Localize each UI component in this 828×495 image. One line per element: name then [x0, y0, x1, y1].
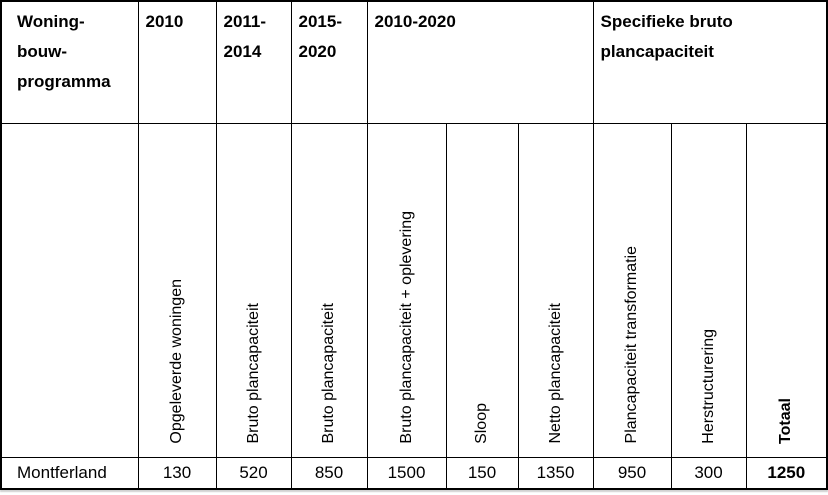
column-header-label: Opgeleverde woningen [168, 278, 185, 444]
value-sloop: 150 [445, 456, 519, 490]
column-header-bruto-plancapaciteit-2015-2020: Bruto plancapaciteit [290, 122, 368, 458]
value-bruto-plancapaciteit-oplevering: 1500 [366, 456, 447, 490]
value-netto-plancapaciteit: 1350 [517, 456, 594, 490]
value-opgeleverde-woningen: 130 [137, 456, 217, 490]
column-header-row: Opgeleverde woningen Bruto plancapacitei… [0, 122, 828, 458]
column-header-label: Totaal [777, 397, 795, 444]
table-title: Woning- bouw- programma [0, 0, 139, 124]
empty-corner-cell [0, 122, 139, 458]
value-plancapaciteit-transformatie: 950 [592, 456, 672, 490]
column-header-label: Netto plancapaciteit [546, 302, 564, 444]
column-header-label: Plancapaciteit transformatie [623, 246, 641, 444]
column-header-label: Bruto plancapaciteit [320, 302, 337, 444]
value-bruto-plancapaciteit-2015-2020: 850 [290, 456, 368, 490]
value-totaal: 1250 [745, 456, 828, 490]
value-herstructurering: 300 [670, 456, 747, 490]
column-header-sloop: Sloop [445, 122, 519, 458]
column-header-label: Herstructurering [699, 328, 717, 444]
period-header-2015-2020: 2015- 2020 [290, 0, 368, 124]
column-header-plancapaciteit-transformatie: Plancapaciteit transformatie [592, 122, 672, 458]
period-header-2010-2020: 2010-2020 [366, 0, 594, 124]
column-header-label: Bruto plancapaciteit + oplevering [397, 210, 415, 444]
period-header-row: Woning- bouw- programma 2010 2011- 2014 … [0, 0, 828, 124]
period-header-2011-2014: 2011- 2014 [215, 0, 292, 124]
column-header-label: Bruto plancapaciteit [244, 302, 262, 444]
column-header-herstructurering: Herstructurering [670, 122, 747, 458]
column-header-bruto-plancapaciteit-2011-2014: Bruto plancapaciteit [215, 122, 292, 458]
period-header-2010: 2010 [137, 0, 217, 124]
column-header-netto-plancapaciteit: Netto plancapaciteit [517, 122, 594, 458]
row-label-montferland: Montferland [0, 456, 139, 490]
column-header-label: Sloop [473, 402, 490, 444]
column-header-bruto-plancapaciteit-oplevering: Bruto plancapaciteit + oplevering [366, 122, 447, 458]
period-header-specifieke-bruto-plancapaciteit: Specifieke bruto plancapaciteit [592, 0, 828, 124]
column-header-opgeleverde-woningen: Opgeleverde woningen [137, 122, 217, 458]
column-header-totaal: Totaal [745, 122, 828, 458]
value-bruto-plancapaciteit-2011-2014: 520 [215, 456, 292, 490]
table-row-montferland: Montferland 130 520 850 1500 150 1350 95… [0, 456, 828, 490]
